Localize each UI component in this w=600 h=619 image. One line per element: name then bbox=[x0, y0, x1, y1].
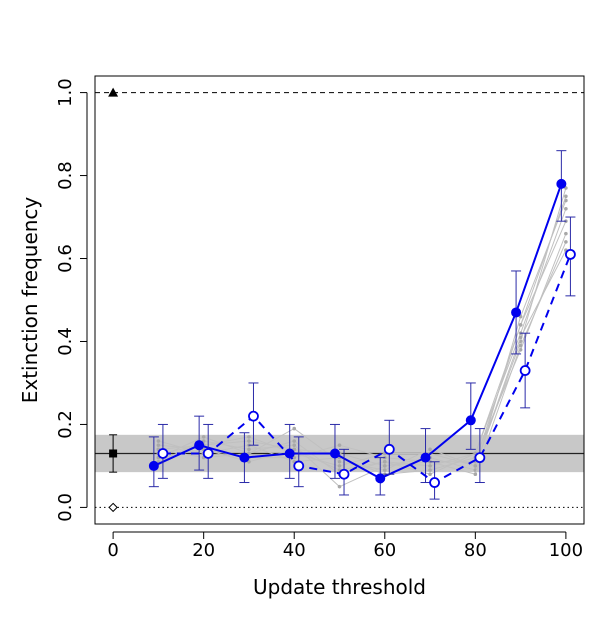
filled-circle-point bbox=[420, 452, 431, 463]
background-series-point bbox=[337, 464, 342, 468]
plot-frame bbox=[94, 75, 585, 525]
open-circle-point bbox=[474, 452, 486, 464]
dashed-series-line bbox=[162, 254, 572, 484]
open-circle-point bbox=[429, 477, 440, 488]
filled-circle-point bbox=[511, 307, 522, 318]
background-series-point bbox=[247, 447, 251, 452]
background-series-line bbox=[158, 200, 567, 488]
background-series-point bbox=[518, 335, 523, 340]
background-series-point bbox=[292, 443, 297, 447]
background-series-line bbox=[158, 241, 567, 475]
background-series-line bbox=[158, 233, 567, 475]
background-series-point bbox=[564, 240, 568, 244]
background-series-point bbox=[428, 468, 432, 472]
open-circle-point bbox=[293, 460, 305, 472]
x-tick-label: 20 bbox=[192, 540, 215, 561]
filled-circle-point bbox=[556, 178, 567, 189]
background-series-point bbox=[337, 459, 342, 464]
filled-circle-point bbox=[329, 448, 340, 459]
y-tick-label: 0.4 bbox=[55, 327, 76, 356]
filled-circle-point bbox=[375, 473, 386, 484]
y-tick-label: 0.0 bbox=[55, 493, 76, 522]
filled-circle-point bbox=[465, 415, 476, 426]
background-series-point bbox=[564, 194, 568, 199]
x-tick-label: 80 bbox=[464, 540, 487, 561]
y-axis-title: Extinction frequency bbox=[18, 197, 42, 404]
background-series-point bbox=[337, 484, 342, 489]
open-circle-point bbox=[157, 448, 169, 459]
axes-layer: 0 20 40 60 80 100 0.0 0.2 0.4 0.6 0.8 1.0 bbox=[55, 78, 583, 561]
y-tick-label: 0.2 bbox=[55, 410, 76, 439]
background-series-point bbox=[201, 435, 206, 439]
lower-diamond-marker bbox=[108, 502, 118, 513]
y-tick-label: 0.6 bbox=[55, 244, 76, 273]
background-series-line bbox=[158, 249, 567, 467]
background-series-point bbox=[247, 439, 251, 443]
background-series-point bbox=[292, 439, 297, 443]
x-tick-label: 60 bbox=[373, 540, 396, 561]
x-tick-label: 100 bbox=[549, 540, 583, 561]
filled-circle-point bbox=[284, 448, 295, 459]
open-circle-point bbox=[202, 448, 214, 459]
background-series-point bbox=[156, 439, 161, 443]
background-series-point bbox=[247, 435, 251, 439]
background-series-point bbox=[292, 426, 297, 431]
background-series-point bbox=[473, 464, 478, 468]
filled-circle-point bbox=[148, 460, 159, 471]
open-circle-point bbox=[248, 410, 259, 422]
open-circle-point bbox=[383, 443, 395, 455]
filled-circle-point bbox=[239, 452, 250, 463]
background-series-line bbox=[158, 187, 567, 471]
background-series-point bbox=[518, 323, 523, 327]
background-series-point bbox=[473, 472, 478, 477]
filled-circle-point bbox=[194, 440, 205, 451]
background-series-point bbox=[382, 459, 387, 464]
x-tick-label: 0 bbox=[107, 540, 118, 561]
background-series-point bbox=[337, 443, 342, 447]
background-series-point bbox=[382, 464, 387, 468]
open-circle-point bbox=[338, 468, 350, 480]
solid-series-line bbox=[153, 183, 563, 480]
background-series-line bbox=[158, 196, 567, 475]
x-tick-label: 40 bbox=[283, 540, 306, 561]
main-series-layer bbox=[148, 150, 576, 500]
background-series-point bbox=[156, 443, 161, 447]
open-circle-point bbox=[519, 365, 531, 376]
open-circle-point bbox=[565, 248, 576, 260]
background-series-point bbox=[382, 468, 387, 472]
background-series-point bbox=[564, 206, 568, 211]
background-series-point bbox=[428, 472, 432, 477]
background-series-point bbox=[564, 231, 568, 236]
y-tick-label: 0.8 bbox=[55, 161, 76, 190]
y-tick-label: 1.0 bbox=[55, 78, 76, 107]
background-series-point bbox=[428, 464, 432, 468]
background-series-point bbox=[428, 447, 432, 452]
upper-triangle-marker bbox=[108, 87, 119, 97]
baseline-square-marker bbox=[109, 449, 118, 458]
x-axis-title: Update threshold bbox=[253, 575, 426, 599]
background-series-point bbox=[518, 343, 523, 348]
